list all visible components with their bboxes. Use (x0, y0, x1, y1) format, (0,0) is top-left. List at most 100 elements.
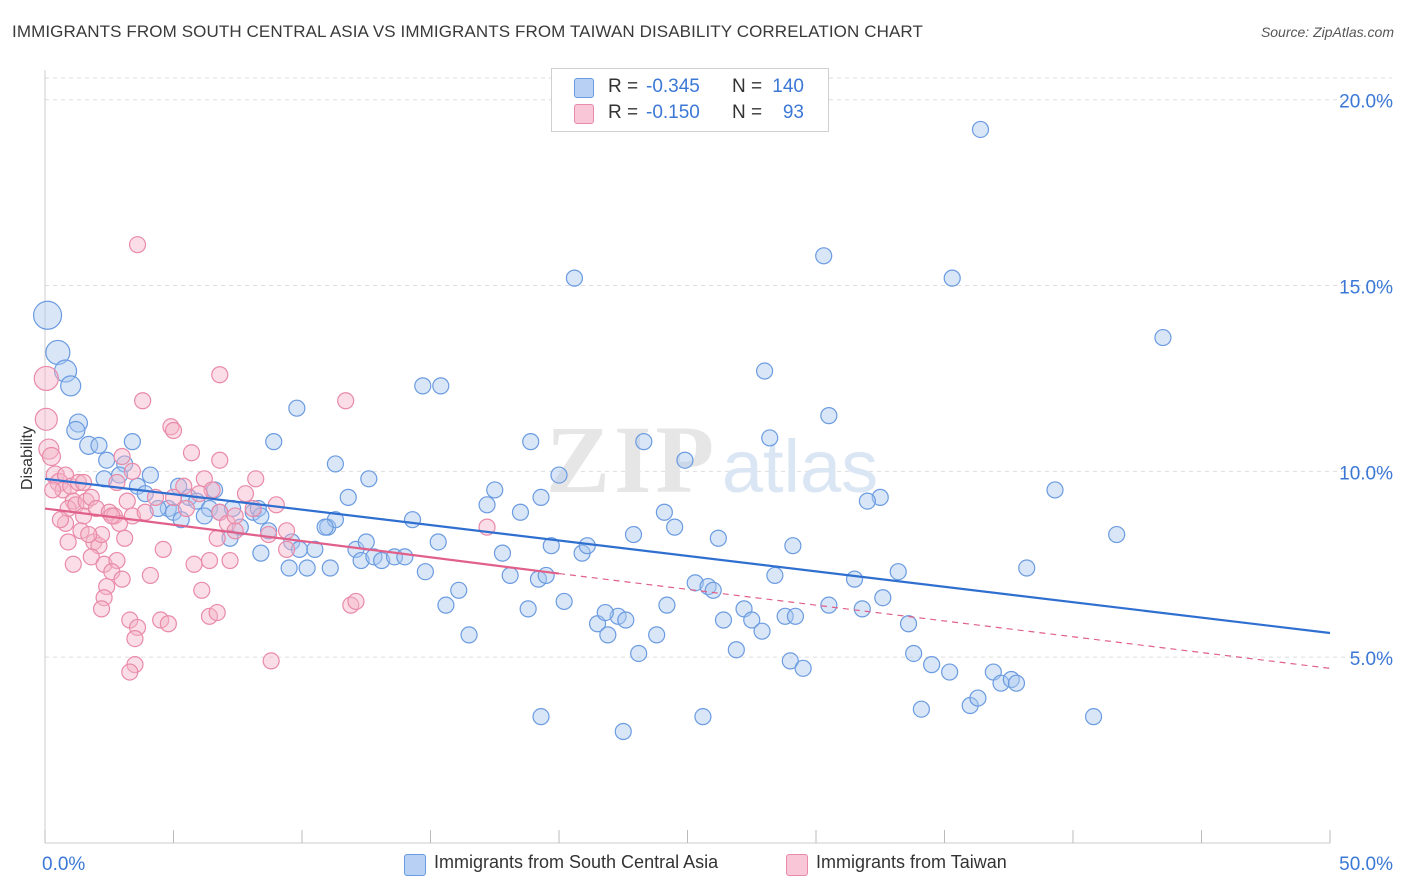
axes (44, 70, 1331, 844)
data-point (154, 540, 172, 559)
data-point (259, 525, 278, 544)
bottom-legend-swatch-pink (786, 854, 808, 876)
data-point (635, 433, 653, 451)
data-point (971, 120, 990, 139)
data-point (614, 722, 632, 741)
correlation-legend: R = -0.345 N = 140 R = -0.150 N = 93 (551, 68, 829, 132)
data-point (858, 492, 877, 510)
data-point (80, 525, 98, 544)
data-point (82, 488, 100, 506)
gridlines (45, 77, 1392, 658)
data-point (288, 399, 306, 417)
data-point (66, 420, 86, 441)
data-point (1108, 525, 1126, 544)
data-point (208, 529, 226, 547)
data-point (92, 600, 111, 618)
x-tick-label: 0.0% (42, 854, 85, 875)
data-point (658, 596, 676, 614)
data-point (360, 470, 378, 488)
data-point (403, 511, 422, 529)
data-point (429, 533, 447, 551)
data-point (141, 466, 159, 484)
data-point (550, 466, 568, 484)
data-point (396, 548, 414, 566)
data-point (136, 503, 154, 521)
data-point (98, 451, 116, 469)
data-point (1084, 708, 1103, 726)
data-point (416, 563, 434, 581)
data-point (501, 566, 519, 585)
trend-line (44, 477, 1331, 635)
data-point (190, 485, 208, 503)
data-point (41, 446, 62, 467)
data-point (871, 488, 889, 506)
data-point (141, 566, 159, 585)
data-point (121, 663, 139, 681)
data-point (460, 626, 478, 644)
data-point (265, 433, 283, 451)
data-point (486, 481, 504, 499)
data-point (56, 466, 75, 484)
data-point (889, 563, 907, 581)
data-point (522, 433, 540, 451)
data-point (624, 525, 643, 544)
data-point (149, 499, 167, 518)
data-point (306, 540, 324, 559)
data-point (175, 477, 193, 495)
data-point (298, 559, 316, 577)
y-tick-label: 15.0% (1339, 278, 1393, 299)
data-point (118, 492, 136, 510)
data-point (596, 603, 614, 622)
x-tick-label: 50.0% (1339, 854, 1393, 875)
data-point (912, 700, 930, 718)
data-point (185, 555, 203, 573)
data-point (511, 503, 530, 521)
data-point (794, 659, 812, 677)
tick-labels: 5.0% 10.0% 15.0% 20.0% 0.0% 50.0% (42, 92, 1393, 875)
trend-line (44, 507, 560, 575)
data-point (44, 481, 62, 499)
data-point (532, 488, 550, 506)
n-label: N = (732, 102, 763, 123)
data-point (87, 499, 106, 518)
data-point (126, 630, 144, 648)
data-point (128, 618, 147, 637)
series-south-central-asia (32, 120, 1172, 741)
data-point (676, 451, 694, 469)
r-value: -0.150 (646, 102, 700, 123)
watermark-zip: ZIP (546, 406, 718, 513)
data-point (82, 548, 100, 566)
data-point (33, 365, 59, 392)
data-point (704, 581, 722, 599)
y-tick-label: 10.0% (1339, 463, 1393, 484)
bottom-legend-label-pink: Immigrants from Taiwan (816, 852, 1007, 872)
source-label: Source: ZipAtlas.com (1260, 24, 1394, 40)
data-point (34, 407, 58, 431)
data-point (784, 537, 802, 555)
data-point (943, 269, 961, 287)
r-label: R = (608, 102, 639, 123)
data-point (519, 600, 537, 618)
data-point (64, 555, 82, 573)
data-point (92, 525, 111, 544)
data-point (79, 435, 99, 455)
data-point (177, 499, 195, 518)
data-point (578, 537, 596, 555)
r-value: -0.345 (646, 76, 700, 97)
data-point (262, 652, 280, 670)
data-point (727, 641, 745, 659)
data-point (874, 589, 892, 607)
data-point (753, 622, 771, 640)
data-point (172, 511, 190, 529)
data-point (195, 507, 213, 525)
data-point (599, 626, 617, 644)
n-value: 93 (782, 102, 804, 123)
data-point (820, 596, 838, 614)
data-point (532, 708, 550, 726)
data-point (761, 429, 779, 447)
data-point (95, 589, 113, 607)
data-point (211, 366, 229, 384)
data-point (1154, 328, 1172, 347)
data-point (755, 362, 774, 380)
data-point (743, 611, 761, 629)
